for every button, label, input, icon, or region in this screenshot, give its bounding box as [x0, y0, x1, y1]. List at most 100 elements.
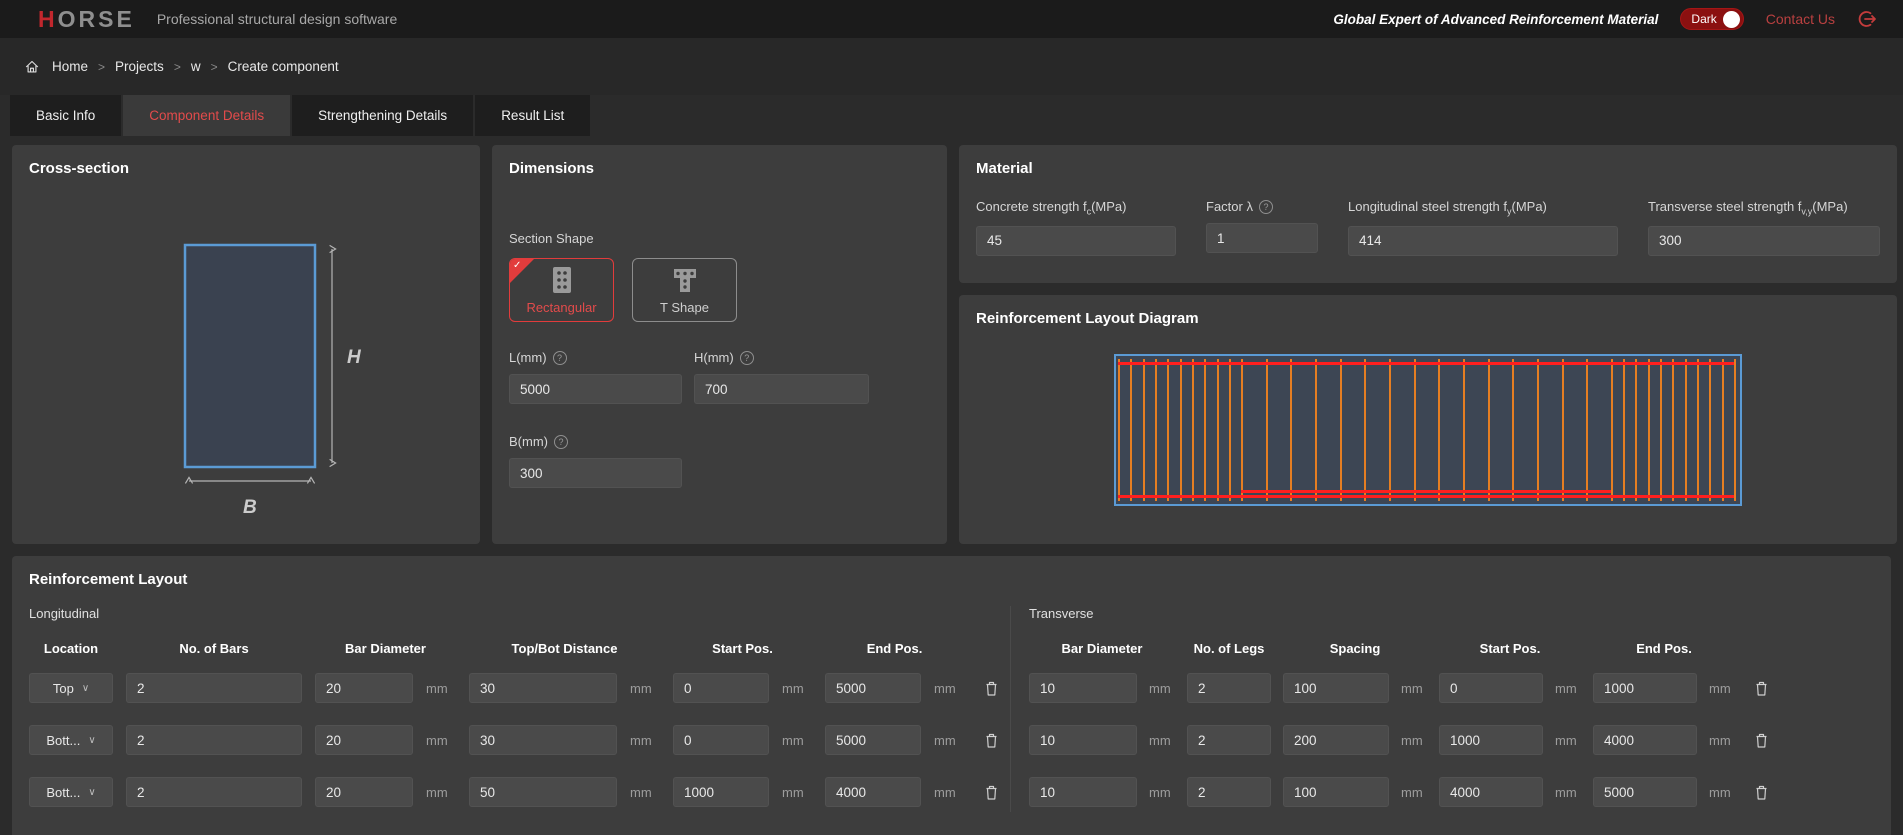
topbot-distance-input[interactable] — [469, 673, 617, 703]
bar-diameter-input[interactable] — [315, 673, 413, 703]
tab-basic-info[interactable]: Basic Info — [10, 95, 121, 136]
tab-result-list[interactable]: Result List — [475, 95, 590, 136]
shape-rectangular-label: Rectangular — [526, 300, 596, 315]
breadcrumb-item-project[interactable]: w — [191, 59, 201, 74]
stirrup-line — [1562, 359, 1564, 501]
horse-logo[interactable]: HORSE — [38, 6, 135, 33]
delete-row-button[interactable] — [977, 680, 1005, 697]
bar-diameter-input[interactable] — [1029, 725, 1137, 755]
num-bars-input[interactable] — [126, 777, 302, 807]
unit-label: mm — [630, 733, 660, 748]
shape-rectangular-button[interactable]: ✓ Rectangular — [509, 258, 614, 322]
topbot-distance-input[interactable] — [469, 777, 617, 807]
spacing-input[interactable] — [1283, 777, 1389, 807]
length-input[interactable] — [509, 374, 682, 404]
end-pos-input[interactable] — [825, 725, 921, 755]
start-pos-input[interactable] — [673, 777, 769, 807]
unit-label: mm — [426, 733, 456, 748]
longitudinal-table: Longitudinal Location No. of Bars Bar Di… — [12, 606, 1010, 812]
stirrup-line — [1315, 359, 1317, 501]
tab-component-details[interactable]: Component Details — [123, 95, 290, 136]
bar-diameter-input[interactable] — [1029, 777, 1137, 807]
stirrup-line — [1180, 359, 1182, 501]
num-bars-input[interactable] — [126, 673, 302, 703]
bar-diameter-input[interactable] — [1029, 673, 1137, 703]
beam-diagram — [1114, 354, 1742, 506]
cross-section-title: Cross-section — [12, 145, 480, 177]
width-input[interactable] — [509, 458, 682, 488]
help-icon[interactable]: ? — [554, 435, 568, 449]
theme-toggle[interactable]: Dark — [1680, 8, 1743, 30]
concrete-strength-input[interactable] — [976, 226, 1176, 256]
start-pos-input[interactable] — [1439, 673, 1543, 703]
end-pos-input[interactable] — [1593, 673, 1697, 703]
unit-label: mm — [1709, 681, 1735, 696]
longitudinal-header-row: Location No. of Bars Bar Diameter Top/Bo… — [29, 641, 1010, 656]
contact-us-link[interactable]: Contact Us — [1766, 11, 1835, 27]
reinforcement-diagram-panel: Reinforcement Layout Diagram — [959, 295, 1897, 544]
delete-row-button[interactable] — [1747, 680, 1775, 697]
toggle-knob-icon — [1723, 11, 1740, 28]
help-icon[interactable]: ? — [740, 351, 754, 365]
stirrup-line — [1697, 359, 1699, 501]
delete-row-button[interactable] — [977, 784, 1005, 801]
delete-row-button[interactable] — [977, 732, 1005, 749]
home-icon[interactable] — [24, 59, 40, 75]
start-pos-input[interactable] — [1439, 777, 1543, 807]
unit-label: mm — [1401, 785, 1427, 800]
breadcrumb: Home Projects w Create component — [24, 59, 339, 75]
transverse-steel-input[interactable] — [1648, 226, 1880, 256]
logout-icon[interactable] — [1857, 9, 1877, 29]
transverse-steel-field: Transverse steel strength fv,y(MPa) — [1648, 199, 1880, 256]
rebar-line — [1118, 362, 1734, 365]
end-pos-input[interactable] — [1593, 777, 1697, 807]
breadcrumb-separator-icon — [174, 59, 181, 74]
topbot-distance-input[interactable] — [469, 725, 617, 755]
shape-t-button[interactable]: T Shape — [632, 258, 737, 322]
stirrup-line — [1155, 359, 1157, 501]
rebar-line — [1118, 495, 1734, 498]
start-pos-input[interactable] — [673, 725, 769, 755]
end-pos-input[interactable] — [825, 777, 921, 807]
unit-label: mm — [1555, 681, 1581, 696]
delete-row-button[interactable] — [1747, 732, 1775, 749]
stirrup-line — [1266, 359, 1268, 501]
bar-diameter-input[interactable] — [315, 725, 413, 755]
app-tagline: Professional structural design software — [157, 11, 397, 27]
num-legs-input[interactable] — [1187, 673, 1271, 703]
stirrup-line — [1623, 359, 1625, 501]
spacing-input[interactable] — [1283, 725, 1389, 755]
tab-strengthening-details[interactable]: Strengthening Details — [292, 95, 473, 136]
end-pos-input[interactable] — [825, 673, 921, 703]
location-select[interactable]: Bott...∨ — [29, 777, 113, 807]
material-panel: Material Concrete strength fc(MPa) Facto… — [959, 145, 1897, 283]
help-icon[interactable]: ? — [1259, 200, 1273, 214]
location-select[interactable]: Top∨ — [29, 673, 113, 703]
num-legs-input[interactable] — [1187, 725, 1271, 755]
start-pos-input[interactable] — [673, 673, 769, 703]
chevron-down-icon: ∨ — [82, 683, 89, 694]
bar-diameter-input[interactable] — [315, 777, 413, 807]
unit-label: mm — [426, 681, 456, 696]
num-legs-input[interactable] — [1187, 777, 1271, 807]
factor-lambda-field: Factor λ? — [1206, 199, 1318, 256]
factor-lambda-input[interactable] — [1206, 223, 1318, 253]
start-pos-input[interactable] — [1439, 725, 1543, 755]
breadcrumb-separator-icon — [211, 59, 218, 74]
num-bars-input[interactable] — [126, 725, 302, 755]
spacing-input[interactable] — [1283, 673, 1389, 703]
unit-label: mm — [1401, 733, 1427, 748]
breadcrumb-item-projects[interactable]: Projects — [115, 59, 164, 74]
logo-rest: ORSE — [58, 6, 135, 33]
dimensions-panel: Dimensions Section Shape ✓ Rectangular — [492, 145, 947, 544]
stirrup-line — [1167, 359, 1169, 501]
help-icon[interactable]: ? — [553, 351, 567, 365]
location-select[interactable]: Bott...∨ — [29, 725, 113, 755]
section-shape-label: Section Shape — [509, 231, 930, 246]
breadcrumb-item-home[interactable]: Home — [52, 59, 88, 74]
longitudinal-steel-input[interactable] — [1348, 226, 1618, 256]
height-input[interactable] — [694, 374, 869, 404]
end-pos-input[interactable] — [1593, 725, 1697, 755]
delete-row-button[interactable] — [1747, 784, 1775, 801]
unit-label: mm — [1149, 733, 1175, 748]
